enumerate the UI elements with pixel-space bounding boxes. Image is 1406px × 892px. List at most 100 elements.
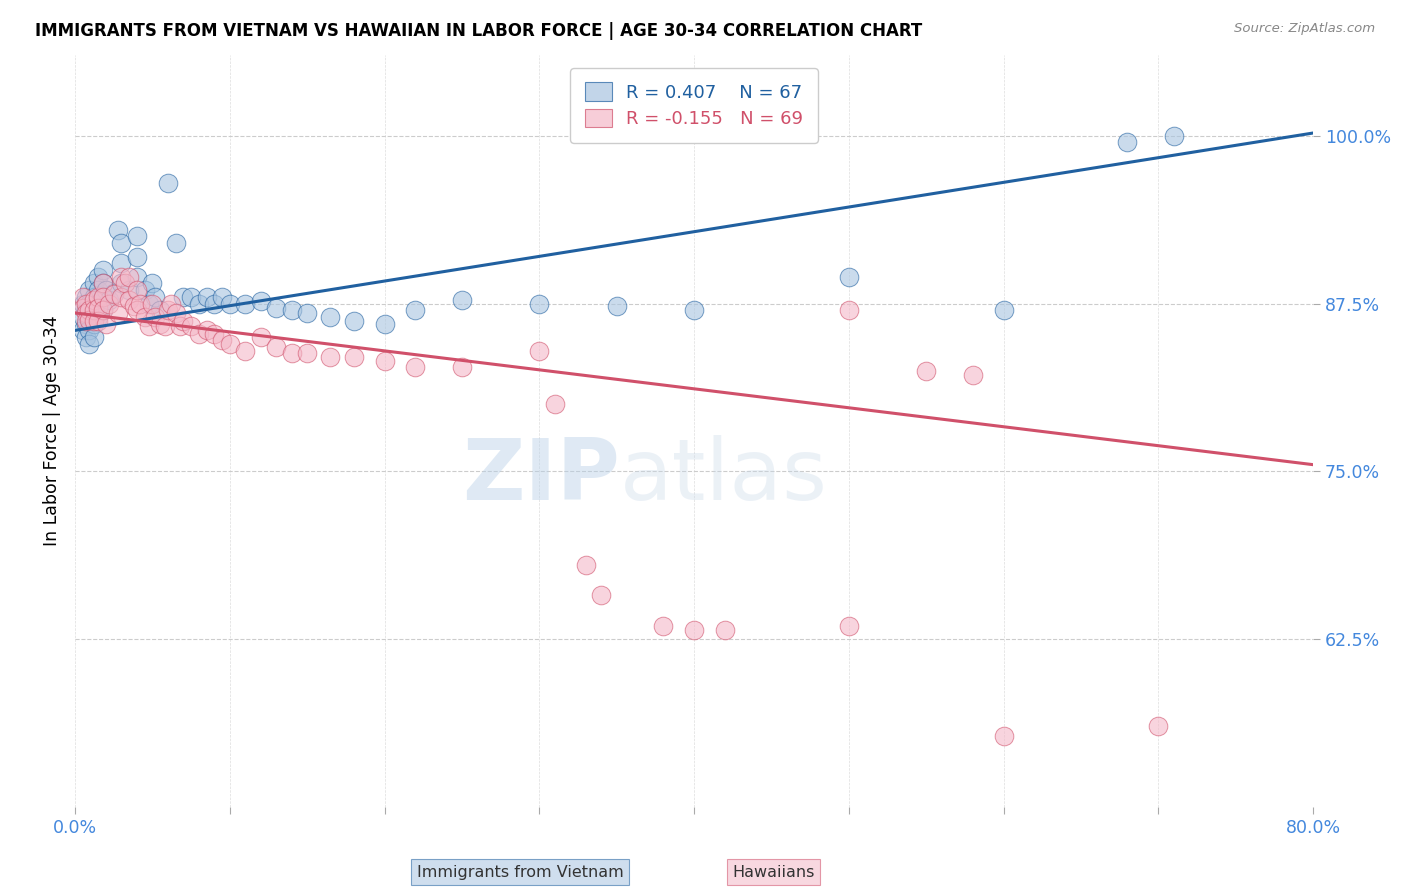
Point <box>83 303 105 318</box>
Point <box>72 301 94 315</box>
Point <box>122 299 145 313</box>
Point <box>83 330 105 344</box>
Point <box>529 296 551 310</box>
Point <box>529 343 551 358</box>
Point <box>75 296 97 310</box>
Point <box>77 283 100 297</box>
Point <box>110 236 132 251</box>
Point <box>75 290 97 304</box>
Point <box>149 303 172 318</box>
Point <box>138 296 160 310</box>
Text: Hawaiians: Hawaiians <box>733 865 814 880</box>
Point <box>107 306 129 320</box>
Point <box>211 290 233 304</box>
Point <box>575 558 598 573</box>
Point <box>77 323 100 337</box>
Point <box>544 397 567 411</box>
Point <box>125 283 148 297</box>
Point <box>156 176 179 190</box>
Point <box>172 314 194 328</box>
Point <box>233 343 256 358</box>
Point <box>138 319 160 334</box>
Point <box>319 351 342 365</box>
Point <box>125 250 148 264</box>
Point <box>683 623 706 637</box>
Point <box>180 290 202 304</box>
Point <box>172 290 194 304</box>
Point <box>187 327 209 342</box>
Point <box>838 303 860 318</box>
Point <box>202 327 225 342</box>
Point <box>134 283 156 297</box>
Point <box>149 317 172 331</box>
Point <box>87 310 110 324</box>
Point <box>103 287 125 301</box>
Point <box>165 236 187 251</box>
Point <box>110 277 132 291</box>
Point <box>342 314 364 328</box>
Point <box>683 303 706 318</box>
Point <box>295 346 318 360</box>
Point <box>169 319 191 334</box>
Point <box>249 330 271 344</box>
Point <box>591 588 613 602</box>
Legend: R = 0.407    N = 67, R = -0.155   N = 69: R = 0.407 N = 67, R = -0.155 N = 69 <box>571 68 818 143</box>
Point <box>77 310 100 324</box>
Text: atlas: atlas <box>620 434 828 517</box>
Point <box>91 290 114 304</box>
Point <box>77 296 100 310</box>
Point <box>77 303 100 318</box>
Point <box>218 296 240 310</box>
Point <box>125 229 148 244</box>
Point <box>103 285 125 300</box>
Point <box>72 296 94 310</box>
Point <box>87 269 110 284</box>
Point <box>1116 136 1139 150</box>
Point <box>218 336 240 351</box>
Point <box>77 336 100 351</box>
Point <box>91 303 114 318</box>
Point <box>75 314 97 328</box>
Point <box>94 317 117 331</box>
Point <box>160 296 183 310</box>
Point <box>993 729 1015 743</box>
Point <box>451 359 474 374</box>
Point <box>129 296 152 310</box>
Point <box>125 303 148 318</box>
Point <box>83 290 105 304</box>
Point <box>211 333 233 347</box>
Text: Source: ZipAtlas.com: Source: ZipAtlas.com <box>1234 22 1375 36</box>
Point <box>195 290 218 304</box>
Point <box>264 339 287 353</box>
Point <box>295 306 318 320</box>
Point <box>87 290 110 304</box>
Point <box>915 364 938 378</box>
Point <box>91 303 114 318</box>
Point <box>83 277 105 291</box>
Point <box>94 283 117 297</box>
Point <box>373 317 395 331</box>
Point <box>83 293 105 307</box>
Point <box>652 619 675 633</box>
Point <box>110 269 132 284</box>
Point <box>98 293 121 307</box>
Point <box>153 319 176 334</box>
Point <box>993 303 1015 318</box>
Point <box>1147 719 1170 733</box>
Point <box>98 296 121 310</box>
Point <box>249 293 271 308</box>
Point <box>125 269 148 284</box>
Point <box>110 290 132 304</box>
Point <box>141 277 163 291</box>
Point <box>114 277 136 291</box>
Point <box>202 296 225 310</box>
Point <box>75 303 97 318</box>
Point <box>319 310 342 324</box>
Point <box>606 299 628 313</box>
Point <box>87 301 110 315</box>
Point <box>118 283 141 297</box>
Point <box>156 303 179 318</box>
Point <box>83 314 105 328</box>
Point <box>145 290 167 304</box>
Point <box>280 303 302 318</box>
